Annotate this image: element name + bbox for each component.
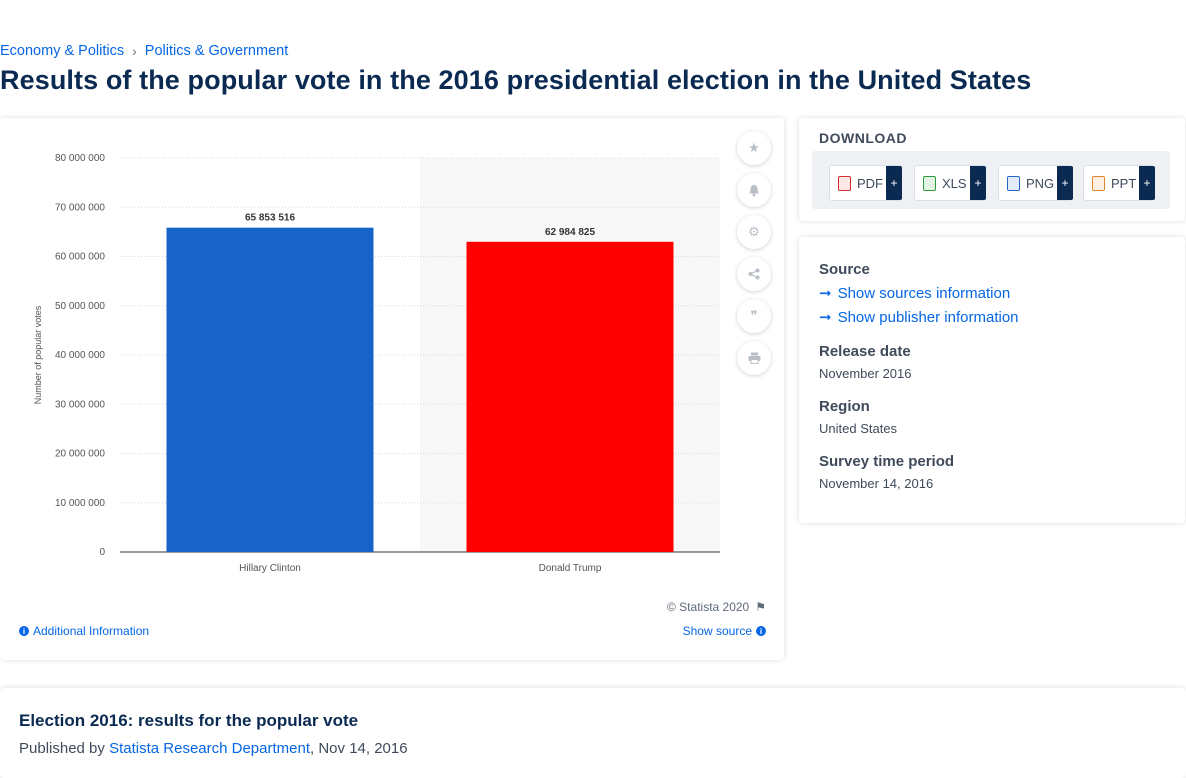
download-ppt-button[interactable]: PPT +: [1083, 165, 1155, 201]
bell-icon[interactable]: [737, 173, 771, 207]
arrow-right-icon: ➞: [819, 285, 832, 302]
y-tick-label: 0: [99, 547, 105, 558]
xls-label: XLS: [942, 175, 967, 191]
png-label: PNG: [1026, 175, 1055, 191]
data-label: 65 853 516: [245, 213, 295, 224]
gear-icon[interactable]: ⚙: [737, 215, 771, 249]
y-tick-label: 40 000 000: [55, 350, 105, 361]
copyright-text: © Statista 2020: [667, 600, 750, 614]
author-link[interactable]: Statista Research Department: [109, 740, 311, 757]
article-title: Election 2016: results for the popular v…: [19, 711, 359, 730]
breadcrumb: Economy & Politics › Politics & Governme…: [0, 43, 288, 59]
breadcrumb-separator: ›: [132, 43, 137, 59]
chart-tools: ★ ⚙ ❞: [737, 131, 773, 383]
ppt-file-icon: [1092, 175, 1105, 191]
info-icon: i: [19, 626, 29, 636]
chart-copyright: © Statista 2020 ⚑: [667, 600, 766, 614]
x-tick-label: Hillary Clinton: [239, 563, 301, 574]
bar: [466, 241, 674, 552]
star-icon[interactable]: ★: [737, 131, 771, 165]
show-source-label: Show source: [682, 624, 752, 638]
additional-info-label: Additional Information: [33, 624, 150, 638]
download-card: DOWNLOAD PDF + XLS + PNG + PPT +: [799, 118, 1185, 221]
source-label: Source: [819, 261, 870, 278]
plus-icon: +: [1057, 166, 1073, 200]
pdf-file-icon: [838, 175, 851, 191]
pdf-label: PDF: [857, 175, 883, 191]
share-icon[interactable]: [737, 257, 771, 291]
chart-card: 0 10 000 000 20 000 000 30 000 000 40 000 00…: [0, 118, 784, 660]
download-xls-button[interactable]: XLS +: [914, 165, 986, 201]
quote-icon[interactable]: ❞: [737, 299, 771, 333]
plus-icon: +: [886, 166, 902, 200]
article-card: Election 2016: results for the popular v…: [0, 688, 1186, 778]
region-value: United States: [819, 421, 898, 436]
plus-icon: +: [970, 166, 986, 200]
y-tick-label: 10 000 000: [55, 498, 105, 509]
survey-period-value: November 14, 2016: [819, 476, 934, 491]
survey-period-label: Survey time period: [819, 453, 955, 470]
download-png-button[interactable]: PNG +: [998, 165, 1073, 201]
bar-chart: 0 10 000 000 20 000 000 30 000 000 40 000 00…: [33, 153, 720, 574]
arrow-right-icon: ➞: [819, 309, 832, 326]
download-pdf-button[interactable]: PDF +: [829, 165, 902, 201]
xls-file-icon: [923, 175, 936, 191]
page-title: Results of the popular vote in the 2016 …: [0, 65, 1032, 95]
show-publisher-link[interactable]: ➞ Show publisher information: [819, 308, 1019, 327]
published-prefix: Published by: [19, 740, 105, 757]
publish-date: , Nov 14, 2016: [310, 740, 408, 757]
y-tick-label: 20 000 000: [55, 449, 105, 460]
bar: [166, 227, 374, 552]
breadcrumb-item-politics[interactable]: Politics & Government: [144, 43, 289, 59]
download-title: DOWNLOAD: [819, 130, 907, 146]
y-tick-label: 80 000 000: [55, 153, 105, 164]
region-label: Region: [819, 398, 870, 415]
info-icon: i: [756, 626, 766, 636]
show-sources-link[interactable]: ➞ Show sources information: [819, 284, 1011, 303]
article-byline: Published by Statista Research Departmen…: [19, 740, 408, 757]
data-label: 62 984 825: [545, 227, 595, 238]
y-tick-label: 30 000 000: [55, 399, 105, 410]
show-publisher-label: Show publisher information: [837, 308, 1019, 326]
statistic-info-card: Source ➞ Show sources information ➞ Show…: [799, 237, 1185, 523]
breadcrumb-item-economy[interactable]: Economy & Politics: [0, 43, 125, 59]
show-sources-label: Show sources information: [837, 284, 1011, 302]
png-file-icon: [1007, 175, 1020, 191]
y-tick-label: 50 000 000: [55, 301, 105, 312]
y-tick-label: 60 000 000: [55, 252, 105, 263]
show-source-link[interactable]: Show source i: [683, 624, 766, 638]
y-tick-label: 70 000 000: [55, 202, 105, 213]
release-date-value: November 2016: [819, 366, 912, 381]
download-buttons: PDF + XLS + PNG + PPT +: [812, 151, 1170, 209]
y-axis-label: Number of popular votes: [33, 305, 43, 404]
additional-info-link[interactable]: i Additional Information: [19, 624, 149, 638]
plus-icon: +: [1139, 166, 1155, 200]
flag-icon[interactable]: ⚑: [755, 600, 766, 614]
x-tick-label: Donald Trump: [539, 563, 602, 574]
ppt-label: PPT: [1111, 175, 1137, 191]
print-icon[interactable]: [737, 341, 771, 375]
release-date-label: Release date: [819, 343, 911, 360]
